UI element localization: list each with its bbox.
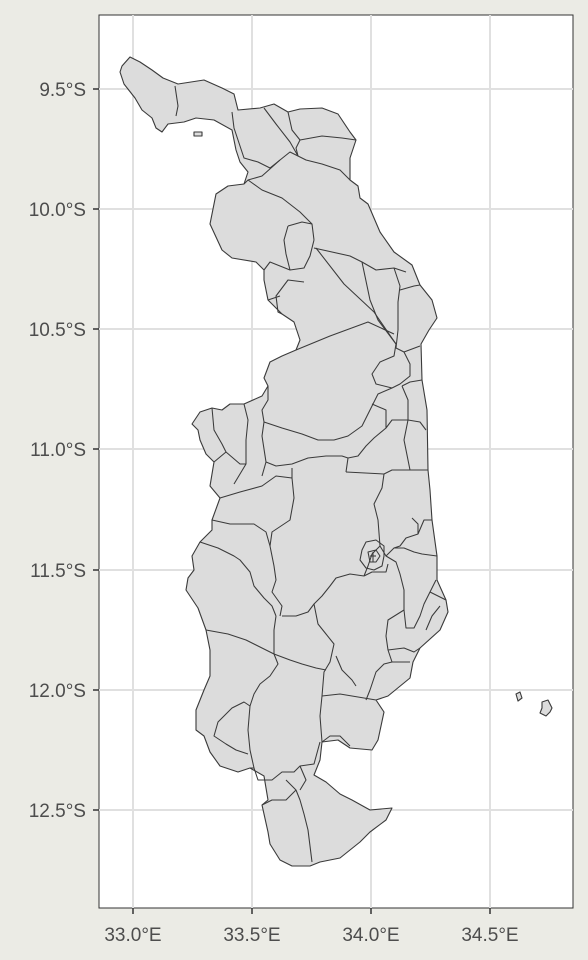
x-tick-label: 33.0°E <box>104 925 161 946</box>
island-east-2 <box>539 699 553 717</box>
boundary-city-1 <box>359 539 385 571</box>
y-tick-label: 10.5°S <box>29 320 86 341</box>
y-tick-label: 12.0°S <box>29 681 86 702</box>
boundary-central-8 <box>407 419 427 431</box>
boundary-s-5 <box>213 701 251 755</box>
boundary-mid-2 <box>315 247 397 345</box>
boundary-central-3 <box>345 403 387 473</box>
boundary-c2-7 <box>363 563 389 577</box>
boundary-c2-8 <box>313 603 335 697</box>
boundary-north-3 <box>263 107 351 181</box>
x-tick-label: 34.0°E <box>342 925 399 946</box>
boundary-mid-6 <box>399 284 421 291</box>
x-axis-labels: 33.0°E 33.5°E 34.0°E 34.5°E <box>104 925 518 946</box>
map-regions <box>119 56 553 867</box>
boundary-central-6 <box>345 469 410 475</box>
boundary-s-12 <box>321 735 351 747</box>
boundary-c2-3 <box>394 547 438 557</box>
boundary-central-1 <box>371 343 411 389</box>
y-tick-label: 12.5°S <box>29 801 86 822</box>
boundary-c2-11 <box>387 647 421 653</box>
boundary-c2-9 <box>321 693 377 701</box>
y-axis-labels: 9.5°S 10.0°S 10.5°S 11.0°S 11.5°S 12.0°S… <box>29 80 86 822</box>
boundary-north-8 <box>263 239 315 271</box>
island-north <box>193 131 203 137</box>
district-boundaries <box>174 85 447 863</box>
boundary-central-5 <box>401 379 423 387</box>
boundary-west-4 <box>225 451 246 465</box>
boundary-c2-1 <box>373 473 432 557</box>
boundary-s-11 <box>335 655 357 687</box>
y-tick-label: 11.5°S <box>30 561 86 582</box>
y-tick-label: 10.0°S <box>29 200 86 221</box>
boundary-s-1 <box>199 541 277 617</box>
region-outline <box>119 56 449 867</box>
boundary-c2-4 <box>411 517 419 534</box>
boundary-s-4 <box>273 653 327 671</box>
boundary-s-7 <box>253 741 321 781</box>
boundary-c2-14 <box>429 591 447 601</box>
boundary-north-4 <box>287 111 357 141</box>
boundary-s-2 <box>205 629 279 707</box>
boundary-central-2 <box>261 386 393 441</box>
boundary-mid-1 <box>313 247 407 273</box>
boundary-central-7 <box>385 419 408 429</box>
boundary-mid-8 <box>267 295 281 301</box>
y-tick-label: 11.0°S <box>30 440 86 461</box>
boundary-west-1 <box>261 421 349 467</box>
boundary-city-2 <box>367 549 381 563</box>
boundary-north-1 <box>174 85 179 117</box>
boundary-west-5 <box>219 468 293 499</box>
boundary-west-2 <box>233 403 249 485</box>
x-tick-label: 34.5°E <box>461 925 518 946</box>
boundary-west-6 <box>261 461 267 477</box>
boundary-s-6 <box>247 705 255 769</box>
boundary-s-10 <box>299 765 307 791</box>
boundary-mid-3 <box>361 261 397 345</box>
boundary-north-9 <box>287 221 313 227</box>
boundary-north-2 <box>231 111 299 169</box>
y-tick-label: 9.5°S <box>39 80 86 101</box>
boundary-c2-10 <box>385 609 410 663</box>
boundary-c2-5 <box>385 555 437 629</box>
boundary-s-13 <box>319 695 323 743</box>
axis-ticks <box>93 88 491 914</box>
x-tick-label: 33.5°E <box>223 925 280 946</box>
boundary-mid-4 <box>295 321 395 351</box>
boundary-mid-7 <box>275 279 305 315</box>
boundary-west-8 <box>269 477 295 617</box>
boundary-c2-6 <box>282 573 365 617</box>
boundary-west-7 <box>211 519 271 547</box>
boundary-s-9 <box>261 789 297 806</box>
boundary-north-6 <box>243 159 281 185</box>
island-east-1 <box>515 691 523 702</box>
boundary-north-10 <box>283 225 291 271</box>
boundary-north-5 <box>295 139 301 157</box>
boundary-north-7 <box>247 179 315 241</box>
boundary-c2-12 <box>365 661 393 701</box>
boundary-s-3 <box>273 615 277 654</box>
boundary-c2-13 <box>425 605 441 631</box>
boundary-west-3 <box>211 407 227 463</box>
